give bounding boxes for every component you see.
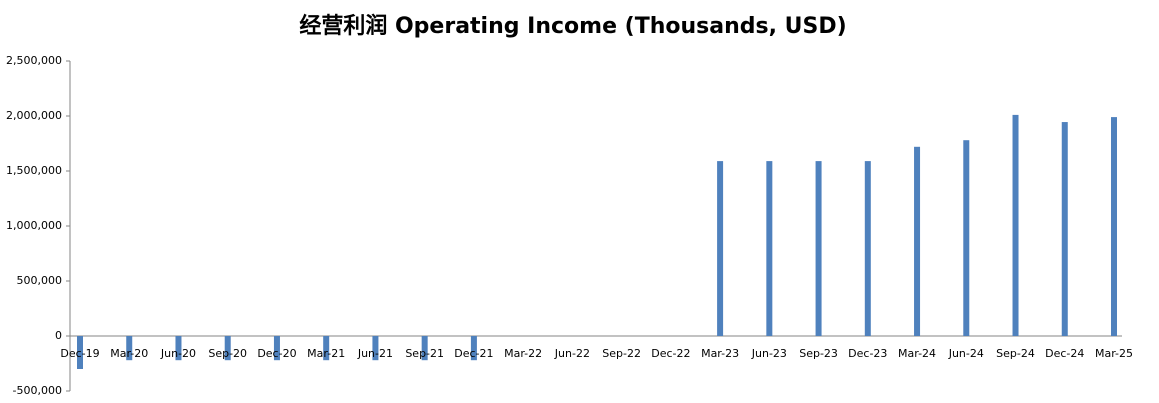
y-tick-label: 0 bbox=[55, 329, 62, 342]
bar bbox=[1111, 117, 1117, 336]
x-tick-label: Dec-21 bbox=[454, 347, 493, 360]
y-tick-label: 500,000 bbox=[17, 274, 63, 287]
y-tick-label: 2,000,000 bbox=[6, 109, 62, 122]
x-tick-label: Mar-22 bbox=[504, 347, 542, 360]
bar bbox=[815, 161, 822, 336]
x-tick-label: Jun-20 bbox=[160, 347, 196, 360]
x-tick-label: Dec-24 bbox=[1045, 347, 1084, 360]
x-tick-label: Sep-20 bbox=[208, 347, 247, 360]
x-tick-label: Mar-20 bbox=[110, 347, 148, 360]
bar bbox=[323, 336, 330, 361]
x-tick-label: Sep-22 bbox=[602, 347, 641, 360]
x-tick-label: Dec-20 bbox=[257, 347, 296, 360]
x-tick-label: Sep-24 bbox=[996, 347, 1035, 360]
x-tick-label: Jun-21 bbox=[357, 347, 393, 360]
x-tick-label: Jun-22 bbox=[554, 347, 590, 360]
x-tick-label: Mar-23 bbox=[701, 347, 739, 360]
bar bbox=[273, 336, 280, 361]
y-tick-label: 1,500,000 bbox=[6, 164, 62, 177]
bar bbox=[914, 146, 921, 336]
x-tick-label: Mar-25 bbox=[1095, 347, 1133, 360]
x-tick-label: Sep-23 bbox=[799, 347, 838, 360]
bar bbox=[126, 336, 133, 361]
x-tick-label: Dec-19 bbox=[60, 347, 99, 360]
x-tick-label: Mar-24 bbox=[898, 347, 936, 360]
chart-title: 经营利润 Operating Income (Thousands, USD) bbox=[299, 13, 846, 39]
bar bbox=[77, 336, 83, 369]
bar bbox=[766, 161, 773, 336]
x-tick-label: Jun-24 bbox=[948, 347, 984, 360]
bar bbox=[175, 336, 182, 361]
bar bbox=[717, 161, 724, 336]
bar bbox=[1061, 122, 1068, 336]
bar bbox=[963, 140, 970, 336]
bar bbox=[421, 336, 428, 361]
y-tick-label: 2,500,000 bbox=[6, 54, 62, 67]
y-tick-label: 1,000,000 bbox=[6, 219, 62, 232]
x-tick-label: Dec-22 bbox=[651, 347, 690, 360]
bar bbox=[1012, 114, 1019, 337]
bar bbox=[864, 161, 871, 336]
bar bbox=[470, 336, 477, 361]
x-tick-label: Dec-23 bbox=[848, 347, 887, 360]
bar bbox=[224, 336, 231, 361]
bar bbox=[372, 336, 379, 361]
y-tick-label: -500,000 bbox=[13, 384, 62, 397]
x-tick-label: Jun-23 bbox=[751, 347, 787, 360]
x-tick-label: Mar-21 bbox=[307, 347, 345, 360]
x-tick-label: Sep-21 bbox=[405, 347, 444, 360]
